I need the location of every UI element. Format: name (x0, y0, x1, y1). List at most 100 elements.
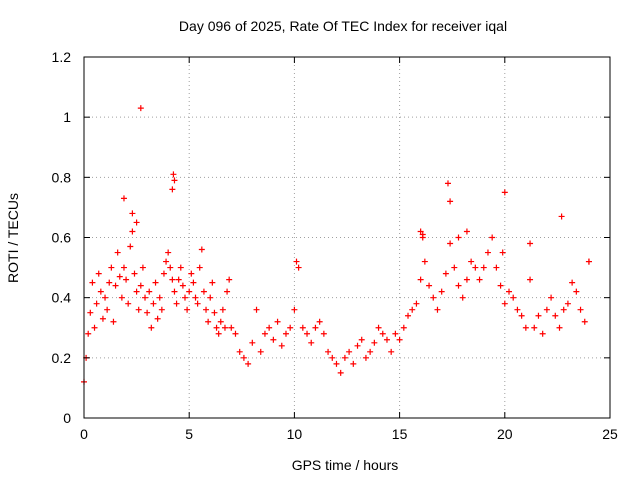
data-point (463, 276, 470, 283)
data-point (278, 342, 285, 349)
data-point (169, 186, 176, 193)
data-point (196, 264, 203, 271)
data-point (564, 300, 571, 307)
data-point (146, 288, 153, 295)
data-point (282, 330, 289, 337)
data-point (171, 177, 178, 184)
data-points (81, 105, 592, 385)
data-point (506, 288, 513, 295)
data-point (468, 258, 475, 265)
x-axis-label: GPS time / hours (292, 457, 399, 473)
data-point (217, 318, 224, 325)
data-point (150, 300, 157, 307)
data-point (200, 288, 207, 295)
x-tick-label: 10 (287, 426, 303, 442)
data-point (129, 210, 136, 217)
data-point (434, 306, 441, 313)
y-tick-label: 0.2 (52, 350, 72, 366)
data-point (421, 258, 428, 265)
data-point (188, 270, 195, 277)
data-point (139, 264, 146, 271)
data-point (135, 306, 142, 313)
data-point (417, 228, 424, 235)
data-point (270, 336, 277, 343)
data-point (215, 330, 222, 337)
data-point (501, 300, 508, 307)
data-point (388, 348, 395, 355)
x-tick-label: 0 (80, 426, 88, 442)
data-point (539, 330, 546, 337)
data-point (123, 276, 130, 283)
data-point (447, 198, 454, 205)
data-point (392, 330, 399, 337)
data-point (163, 258, 170, 265)
data-point (177, 264, 184, 271)
data-point (160, 270, 167, 277)
data-point (493, 264, 500, 271)
data-point (133, 288, 140, 295)
data-point (455, 282, 462, 289)
x-tick-label: 25 (602, 426, 618, 442)
grid (84, 57, 610, 418)
data-point (299, 324, 306, 331)
data-point (476, 276, 483, 283)
data-point (116, 273, 123, 280)
data-point (405, 312, 412, 319)
data-point (552, 312, 559, 319)
chart-title: Day 096 of 2025, Rate Of TEC Index for r… (179, 18, 507, 34)
data-point (329, 354, 336, 361)
y-tick-label: 0.4 (52, 290, 72, 306)
data-point (102, 294, 109, 301)
data-point (396, 336, 403, 343)
data-point (291, 306, 298, 313)
data-point (133, 219, 140, 226)
data-point (341, 354, 348, 361)
data-point (120, 264, 127, 271)
data-point (543, 306, 550, 313)
data-point (426, 282, 433, 289)
data-point (173, 300, 180, 307)
data-point (293, 258, 300, 265)
data-point (194, 300, 201, 307)
data-point (354, 342, 361, 349)
data-point (85, 330, 92, 337)
data-point (211, 309, 218, 316)
data-point (531, 324, 538, 331)
plot-frame (83, 56, 611, 419)
data-point (413, 300, 420, 307)
axis-ticks (83, 56, 611, 419)
data-point (240, 354, 247, 361)
data-point (316, 318, 323, 325)
data-point (451, 264, 458, 271)
data-point (253, 306, 260, 313)
data-point (186, 288, 193, 295)
data-point (181, 294, 188, 301)
data-point (379, 330, 386, 337)
data-point (573, 288, 580, 295)
data-point (158, 306, 165, 313)
data-point (93, 300, 100, 307)
data-point (171, 288, 178, 295)
x-tick-label: 15 (392, 426, 408, 442)
data-point (367, 348, 374, 355)
data-point (417, 276, 424, 283)
data-point (287, 324, 294, 331)
data-point (142, 294, 149, 301)
data-point (400, 324, 407, 331)
data-point (569, 279, 576, 286)
data-point (383, 336, 390, 343)
data-point (548, 294, 555, 301)
data-point (484, 249, 491, 256)
data-point (556, 324, 563, 331)
data-point (137, 105, 144, 112)
data-point (518, 312, 525, 319)
data-point (228, 324, 235, 331)
data-point (129, 228, 136, 235)
data-point (274, 318, 281, 325)
data-point (156, 294, 163, 301)
data-point (510, 294, 517, 301)
data-point (304, 330, 311, 337)
y-tick-label: 0.6 (52, 230, 72, 246)
data-point (480, 264, 487, 271)
